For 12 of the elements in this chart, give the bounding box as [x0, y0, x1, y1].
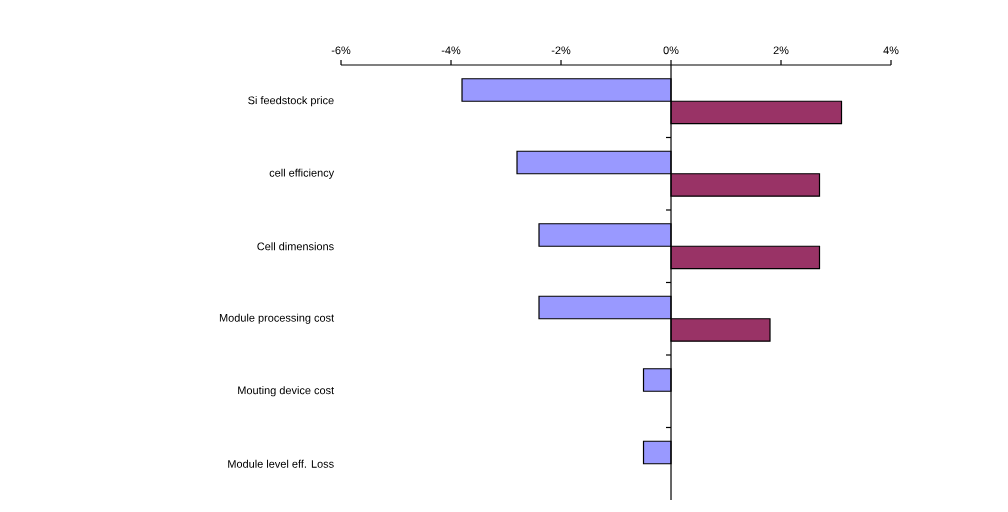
y-tick-label: Mouting device cost: [238, 386, 335, 397]
x-tick-label: -6%: [331, 46, 351, 55]
x-tick-label: -4%: [441, 46, 461, 55]
y-tick-label: cell efficiency: [269, 168, 335, 179]
y-tick-label: Si feedstock price: [248, 96, 334, 107]
y-tick-label: Module processing cost: [219, 313, 335, 324]
x-tick-label: 2%: [773, 46, 789, 55]
x-tick-label: 0%: [663, 46, 679, 55]
y-tick-label: Module level eff. Loss: [228, 459, 334, 468]
y-tick-label: Cell dimensions: [257, 242, 334, 251]
x-tick-label: -2%: [551, 46, 571, 55]
x-tick-label: 4%: [883, 46, 899, 55]
